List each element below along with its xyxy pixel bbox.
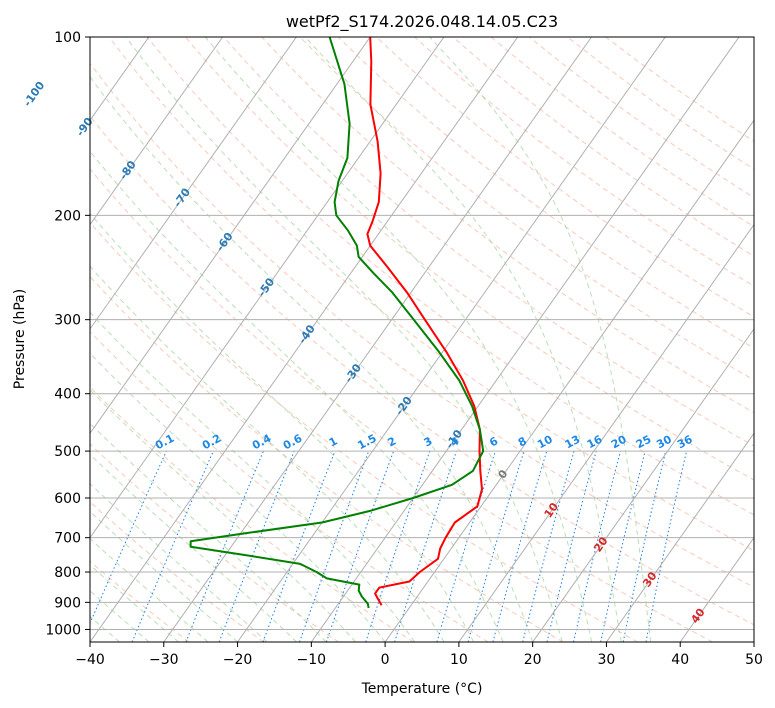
y-tick-label: 300 [54, 313, 81, 329]
sounding-profiles [189, 37, 485, 609]
mixing-ratio-label: 10 [535, 433, 555, 452]
mixing-ratio-line [299, 450, 370, 642]
isotherm-line [90, 37, 224, 226]
moist-adiabat [90, 212, 475, 642]
mixing-ratio-line [365, 450, 431, 642]
x-tick-label: 10 [450, 652, 468, 668]
mixing-ratio-line [90, 450, 167, 625]
mixing-ratio-line [522, 450, 575, 642]
moist-adiabat [90, 265, 445, 642]
mixing-ratio-line [262, 450, 336, 642]
dry-adiabat [376, 37, 754, 318]
dewpoint-profile-line [189, 37, 485, 609]
isotherm-line [310, 37, 740, 642]
isotherm-line [753, 641, 754, 642]
dry-adiabat [90, 275, 564, 642]
mixing-ratio-line [218, 450, 295, 642]
moist-adiabat [304, 37, 622, 642]
moist-adiabat [90, 352, 386, 642]
y-tick-label: 900 [54, 595, 81, 611]
y-axis-label: Pressure (hPa) [12, 289, 28, 389]
moist-adiabat [429, 37, 652, 642]
dry-adiabat [223, 37, 754, 447]
mixing-ratio-line [622, 450, 667, 642]
mixing-ratio-label: 20 [609, 433, 629, 452]
mixing-ratio-line [185, 450, 264, 642]
y-axis: 100 200 300 400 500 600 700 800 900 1000 [45, 30, 90, 638]
mixing-ratio-line [546, 450, 597, 642]
mixing-ratio-label: 25 [634, 433, 654, 452]
isotherm-line [679, 536, 754, 642]
isotherm-label: -100 [21, 79, 48, 109]
y-tick-label: 800 [54, 565, 81, 581]
moist-adiabat [204, 37, 593, 642]
mixing-ratio-line [600, 450, 646, 642]
chart-title: wetPf2_S174.2026.048.14.05.C23 [286, 12, 558, 32]
dry-adiabat [90, 560, 190, 642]
isotherm-line [532, 328, 754, 642]
dry-adiabat [90, 168, 713, 642]
x-tick-label: −40 [75, 652, 105, 668]
isotherm-line [606, 432, 754, 642]
y-tick-label: 400 [54, 387, 81, 403]
plot-area [90, 37, 754, 642]
isotherm-line [458, 223, 754, 642]
isotherm-line [0, 37, 1, 642]
mixing-ratio-label: 36 [675, 433, 695, 452]
dry-adiabat [185, 37, 754, 481]
plot-frame [89, 36, 755, 643]
x-tick-label: 30 [598, 652, 616, 668]
y-tick-label: 600 [54, 491, 81, 507]
mixing-ratio-line [573, 450, 621, 642]
y-tick-label: 100 [54, 30, 81, 46]
dry-adiabat [90, 330, 489, 642]
dry-adiabat [146, 37, 754, 516]
temperature-profile-line [366, 37, 483, 606]
y-tick-label: 500 [54, 444, 81, 460]
moist-adiabat [125, 37, 563, 642]
x-tick-label: −10 [297, 652, 327, 668]
mixing-ratio-line [467, 450, 525, 642]
x-axis: −40 −30 −20 −10 0 10 20 30 40 50 [75, 642, 763, 668]
mixing-ratio-label: 16 [585, 433, 605, 452]
x-tick-label: 50 [745, 652, 763, 668]
y-tick-label: 200 [54, 208, 81, 224]
dry-adiabat [90, 221, 639, 642]
moist-adiabat [90, 150, 504, 642]
x-tick-label: −30 [149, 652, 179, 668]
background-grid [0, 37, 754, 642]
isotherm-line [90, 37, 297, 330]
mixing-ratio-line [325, 450, 395, 642]
moist-adiabat [90, 537, 209, 642]
isotherm-line [384, 119, 754, 642]
mixing-ratio-label: 30 [654, 433, 674, 452]
y-tick-label: 1000 [45, 622, 81, 638]
moist-adiabat [90, 453, 297, 642]
moist-adiabat [90, 482, 268, 642]
x-axis-label: Temperature (°C) [361, 681, 483, 697]
dry-adiabat [90, 115, 754, 626]
isotherm-line [237, 37, 666, 642]
y-tick-label: 700 [54, 531, 81, 547]
x-tick-label: 0 [381, 652, 390, 668]
moist-adiabat [90, 422, 327, 642]
isotherm-line [163, 37, 592, 642]
moist-adiabat [90, 76, 534, 642]
dry-adiabat [90, 62, 754, 588]
x-tick-label: −20 [223, 652, 253, 668]
mixing-ratio-label: 13 [563, 433, 583, 452]
mixing-ratio-line [436, 450, 496, 642]
moist-adiabat [90, 510, 238, 642]
dry-adiabat [299, 37, 754, 381]
isotherm-line [90, 37, 519, 642]
x-tick-label: 20 [524, 652, 542, 668]
x-tick-label: 40 [671, 652, 689, 668]
isotherm-line [90, 37, 371, 435]
isotherm-line [90, 37, 445, 539]
